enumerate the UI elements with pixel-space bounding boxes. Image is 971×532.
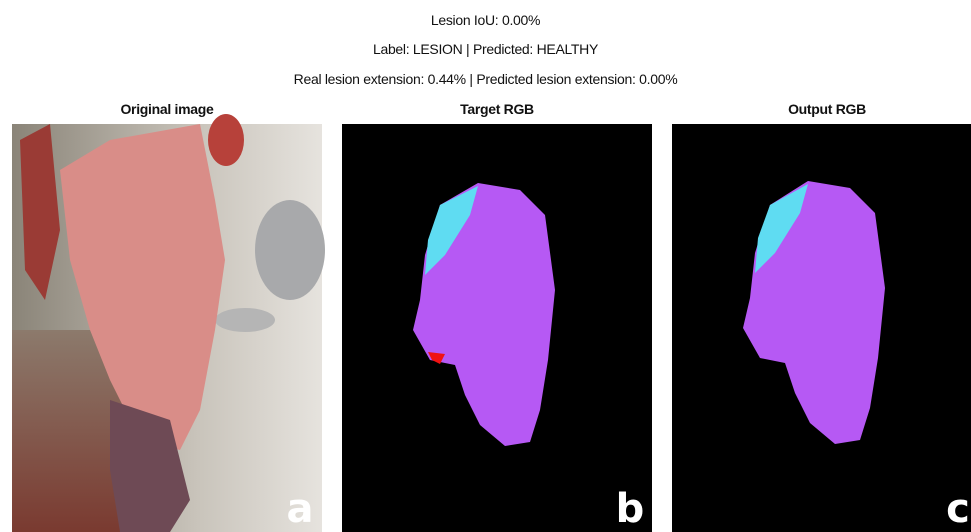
panel-letter: a — [287, 486, 314, 532]
panels: a b c — [0, 0, 971, 532]
panel-letter: c — [946, 486, 970, 532]
target-rgb — [342, 124, 652, 532]
output-rgb — [672, 124, 971, 532]
panel-letter: b — [616, 486, 645, 532]
original-image — [12, 114, 325, 532]
figure: Lesion IoU: 0.00% Label: LESION | Predic… — [0, 0, 971, 532]
